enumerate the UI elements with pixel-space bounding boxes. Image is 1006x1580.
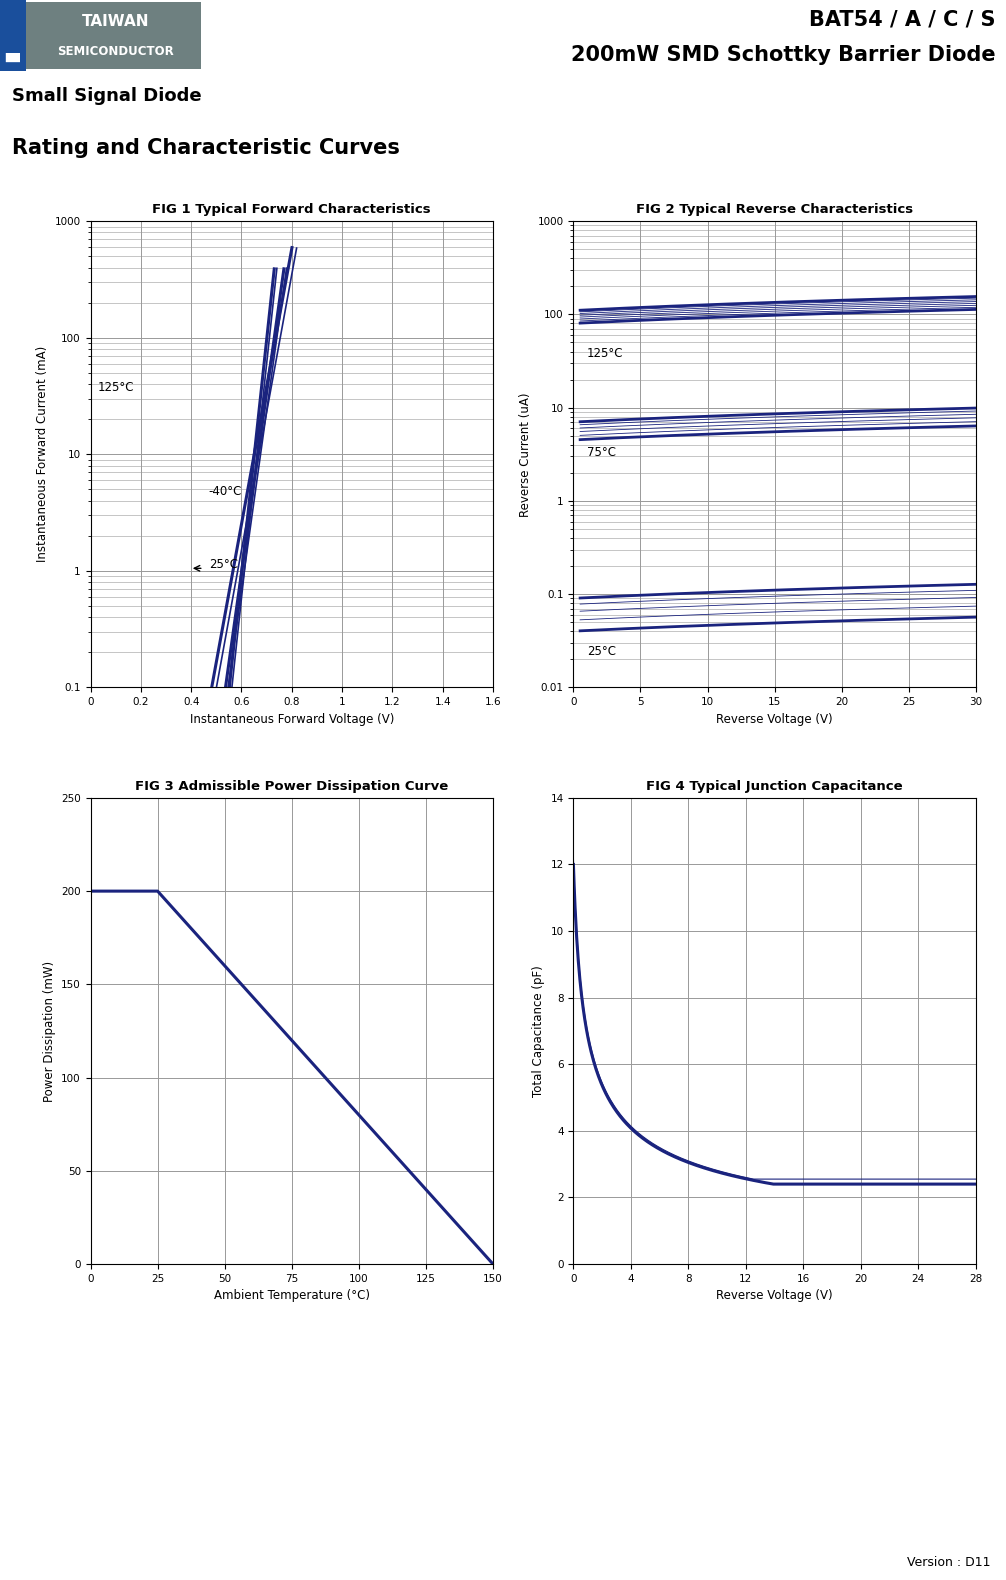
Title: FIG 2 Typical Reverse Characteristics: FIG 2 Typical Reverse Characteristics — [636, 202, 913, 216]
Text: 125°C: 125°C — [586, 348, 624, 360]
Title: FIG 1 Typical Forward Characteristics: FIG 1 Typical Forward Characteristics — [153, 202, 431, 216]
Text: 200mW SMD Schottky Barrier Diode: 200mW SMD Schottky Barrier Diode — [571, 46, 996, 65]
Text: ▄: ▄ — [5, 44, 19, 62]
Text: -40°C: -40°C — [209, 485, 242, 498]
Y-axis label: Total Capacitance (pF): Total Capacitance (pF) — [532, 965, 545, 1097]
Text: Version : D11: Version : D11 — [907, 1556, 991, 1569]
Y-axis label: Power Dissipation (mW): Power Dissipation (mW) — [42, 961, 55, 1101]
FancyBboxPatch shape — [25, 2, 201, 70]
Text: Small Signal Diode: Small Signal Diode — [12, 87, 201, 106]
X-axis label: Reverse Voltage (V): Reverse Voltage (V) — [716, 713, 833, 725]
FancyBboxPatch shape — [0, 0, 26, 71]
Y-axis label: Reverse Current (uA): Reverse Current (uA) — [519, 392, 532, 517]
Title: FIG 3 Admissible Power Dissipation Curve: FIG 3 Admissible Power Dissipation Curve — [135, 779, 449, 793]
Text: 75°C: 75°C — [586, 447, 616, 460]
Y-axis label: Instantaneous Forward Current (mA): Instantaneous Forward Current (mA) — [36, 346, 49, 562]
Text: 125°C: 125°C — [98, 381, 135, 393]
Title: FIG 4 Typical Junction Capacitance: FIG 4 Typical Junction Capacitance — [646, 779, 903, 793]
Text: ▄: ▄ — [5, 9, 19, 27]
Text: 25°C: 25°C — [209, 558, 237, 572]
X-axis label: Ambient Temperature (°C): Ambient Temperature (°C) — [213, 1289, 370, 1302]
FancyBboxPatch shape — [0, 2, 24, 70]
Text: SEMICONDUCTOR: SEMICONDUCTOR — [57, 44, 174, 58]
Text: BAT54 / A / C / S: BAT54 / A / C / S — [810, 9, 996, 30]
Text: TAIWAN: TAIWAN — [81, 14, 150, 28]
Text: Rating and Characteristic Curves: Rating and Characteristic Curves — [12, 139, 400, 158]
X-axis label: Instantaneous Forward Voltage (V): Instantaneous Forward Voltage (V) — [189, 713, 394, 725]
Text: 25°C: 25°C — [586, 645, 616, 659]
X-axis label: Reverse Voltage (V): Reverse Voltage (V) — [716, 1289, 833, 1302]
